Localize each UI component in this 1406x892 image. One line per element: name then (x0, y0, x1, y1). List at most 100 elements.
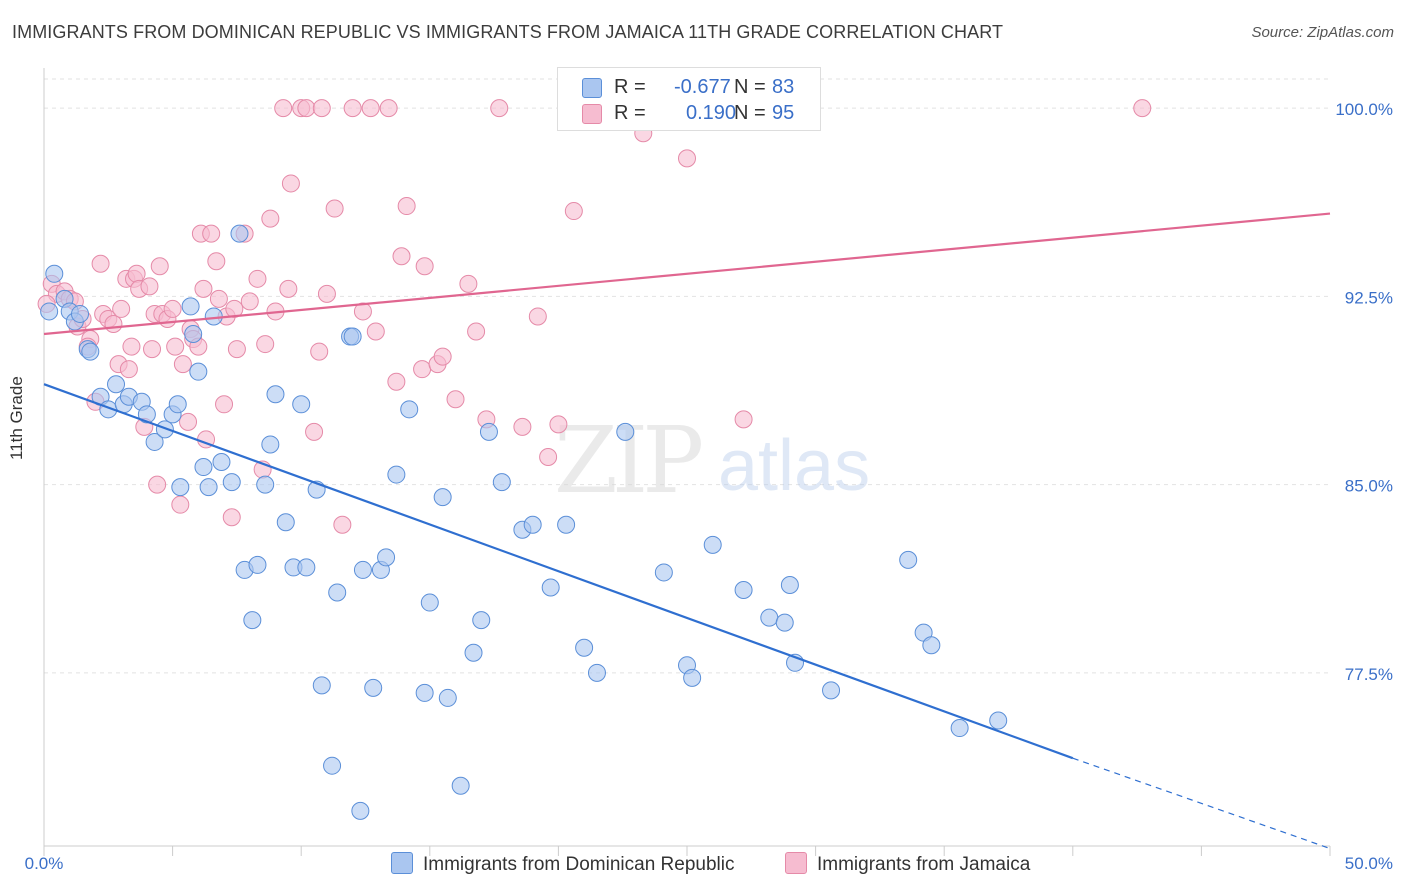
jamaica-point (513, 417, 532, 436)
stats-legend: R = -0.677 N = 83 R = 0.190 N = 95 (557, 67, 821, 131)
jamaica-point (281, 174, 300, 193)
jamaica-point (459, 274, 478, 293)
dominican-point (415, 683, 434, 702)
jamaica-point (305, 422, 324, 441)
dominican-point (276, 513, 295, 532)
dominican-point (256, 475, 275, 494)
jamaica-point (179, 412, 198, 431)
jamaica-point (397, 197, 416, 216)
legend-item-jamaica: Immigrants from Jamaica (785, 852, 1030, 876)
dominican-point (654, 563, 673, 582)
jamaica-point (274, 99, 293, 118)
jamaica-point (166, 337, 185, 356)
jamaica-point (122, 337, 141, 356)
grid-lines (44, 78, 1330, 674)
watermark-zip: ZIP (554, 407, 701, 514)
dominican-point (822, 681, 841, 700)
dominican-point (703, 535, 722, 554)
n-label: N = (734, 76, 766, 98)
dominican-point (184, 325, 203, 344)
dominican-point (107, 375, 126, 394)
dominican-point (492, 473, 511, 492)
dominican-point (155, 420, 174, 439)
chart-title: IMMIGRANTS FROM DOMINICAN REPUBLIC VS IM… (12, 22, 1004, 42)
dominican-point (199, 478, 218, 497)
jamaica-point (366, 322, 385, 341)
jamaica-point (361, 99, 380, 118)
r-label: R = (614, 76, 646, 98)
x-tick-label: 0.0% (25, 854, 64, 873)
dominican-point (40, 302, 59, 321)
dominican-point (328, 583, 347, 602)
jamaica-point (91, 254, 110, 273)
jamaica-point (112, 299, 131, 318)
dominican-point (433, 488, 452, 507)
jamaica-point (343, 99, 362, 118)
n-value: 83 (772, 76, 795, 98)
dominican-point (81, 342, 100, 361)
jamaica-point (240, 292, 259, 311)
jamaica-point (433, 347, 452, 366)
legend-label-jamaica: Immigrants from Jamaica (817, 854, 1031, 875)
jamaica-point (148, 475, 167, 494)
dominican-point (479, 422, 498, 441)
x-tick-label: 50.0% (1345, 854, 1393, 873)
dominican-point (438, 688, 457, 707)
jamaica-point (1133, 99, 1152, 118)
jamaica-point (227, 340, 246, 359)
dominican-point (45, 264, 64, 283)
jamaica-point (209, 289, 228, 308)
r-value: 0.190 (686, 102, 737, 124)
dominican-point (780, 575, 799, 594)
jamaica-point (392, 247, 411, 266)
source-label: Source: ZipAtlas.com (1251, 24, 1394, 41)
y-axis-label: 11th Grade (7, 376, 26, 460)
jamaica-point (119, 360, 138, 379)
jamaica-point (528, 307, 547, 326)
dominican-point (420, 593, 439, 612)
dominican-point (950, 719, 969, 738)
dominican-point (261, 435, 280, 454)
watermark: ZIP atlas (554, 407, 870, 514)
jamaica-point (379, 99, 398, 118)
dominican-point (137, 405, 156, 424)
jamaica-point (446, 390, 465, 409)
jamaica-point (353, 302, 372, 321)
jamaica-point (173, 355, 192, 374)
legend-item-dominican: Immigrants from Dominican Republic (391, 852, 735, 876)
dominican-point (616, 422, 635, 441)
dominican-point (387, 465, 406, 484)
dominican-point (189, 362, 208, 381)
dominican-point (194, 458, 213, 477)
dominican-point (323, 756, 342, 775)
jamaica-point (734, 410, 753, 429)
dominican-point (400, 400, 419, 419)
jamaica-point (104, 314, 123, 333)
dominican-point (343, 327, 362, 346)
jamaica-point (310, 342, 329, 361)
trend-line-dominican-extension (1072, 757, 1331, 850)
dominican-point (734, 581, 753, 600)
legend-swatch-pink (785, 852, 807, 874)
dominican-point (230, 224, 249, 243)
dominican-point (364, 678, 383, 697)
dominican-point (145, 432, 164, 451)
jamaica-point (279, 279, 298, 298)
dominican-point (297, 558, 316, 577)
dominican-point (557, 515, 576, 534)
dominican-point (922, 636, 941, 655)
dominican-point (351, 801, 370, 820)
dominican-point (575, 638, 594, 657)
dominican-point (541, 578, 560, 597)
dominican-point (204, 307, 223, 326)
r-label: R = (614, 102, 646, 124)
jamaica-point (261, 209, 280, 228)
watermark-atlas: atlas (718, 426, 870, 506)
y-tick-label: 77.5% (1345, 665, 1393, 684)
jamaica-point (325, 199, 344, 218)
jamaica-point (413, 360, 432, 379)
jamaica-point (256, 335, 275, 354)
dominican-point (243, 611, 262, 630)
y-tick-label: 92.5% (1345, 288, 1393, 307)
